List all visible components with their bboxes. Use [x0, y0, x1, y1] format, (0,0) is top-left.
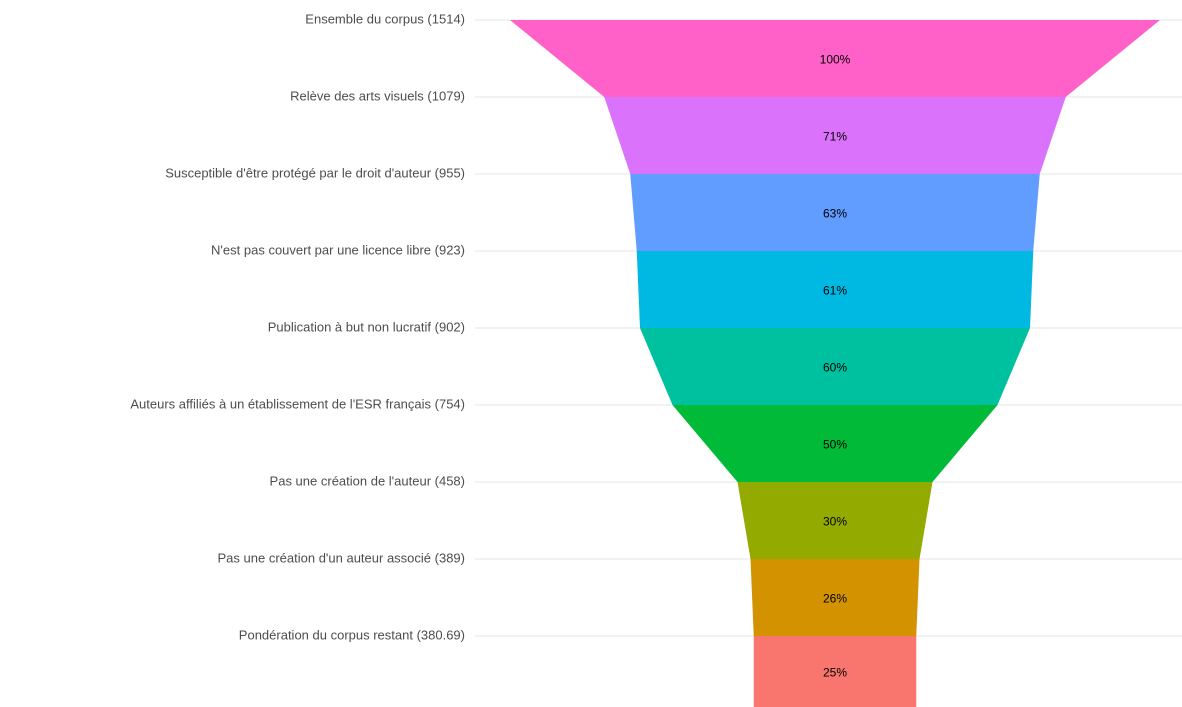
- value-label: 100%: [820, 53, 851, 67]
- category-label: N'est pas couvert par une licence libre …: [211, 242, 465, 257]
- funnel-band: [604, 97, 1066, 174]
- funnel-band: [753, 636, 917, 707]
- value-label: 61%: [823, 284, 847, 298]
- funnel-band: [510, 20, 1160, 97]
- category-label: Relève des arts visuels (1079): [290, 88, 465, 103]
- value-label: 71%: [823, 130, 847, 144]
- value-label: 25%: [823, 666, 847, 680]
- category-label: Publication à but non lucratif (902): [268, 319, 465, 334]
- value-label: 50%: [823, 438, 847, 452]
- funnel-band: [636, 251, 1034, 328]
- category-label: Susceptible d'être protégé par le droit …: [165, 165, 465, 180]
- value-label: 60%: [823, 361, 847, 375]
- category-label: Pondération du corpus restant (380.69): [239, 627, 465, 642]
- category-label: Pas une création d'un auteur associé (38…: [218, 550, 465, 565]
- category-label: Ensemble du corpus (1514): [305, 11, 465, 26]
- value-label: 30%: [823, 515, 847, 529]
- value-label: 63%: [823, 207, 847, 221]
- category-label: Auteurs affiliés à un établissement de l…: [130, 396, 465, 411]
- funnel-band: [630, 174, 1040, 251]
- funnel-band: [750, 559, 920, 636]
- category-label: Pas une création de l'auteur (458): [270, 473, 465, 488]
- funnel-band: [672, 405, 998, 482]
- funnel-band: [640, 328, 1030, 405]
- funnel-band: [737, 482, 933, 559]
- value-label: 26%: [823, 592, 847, 606]
